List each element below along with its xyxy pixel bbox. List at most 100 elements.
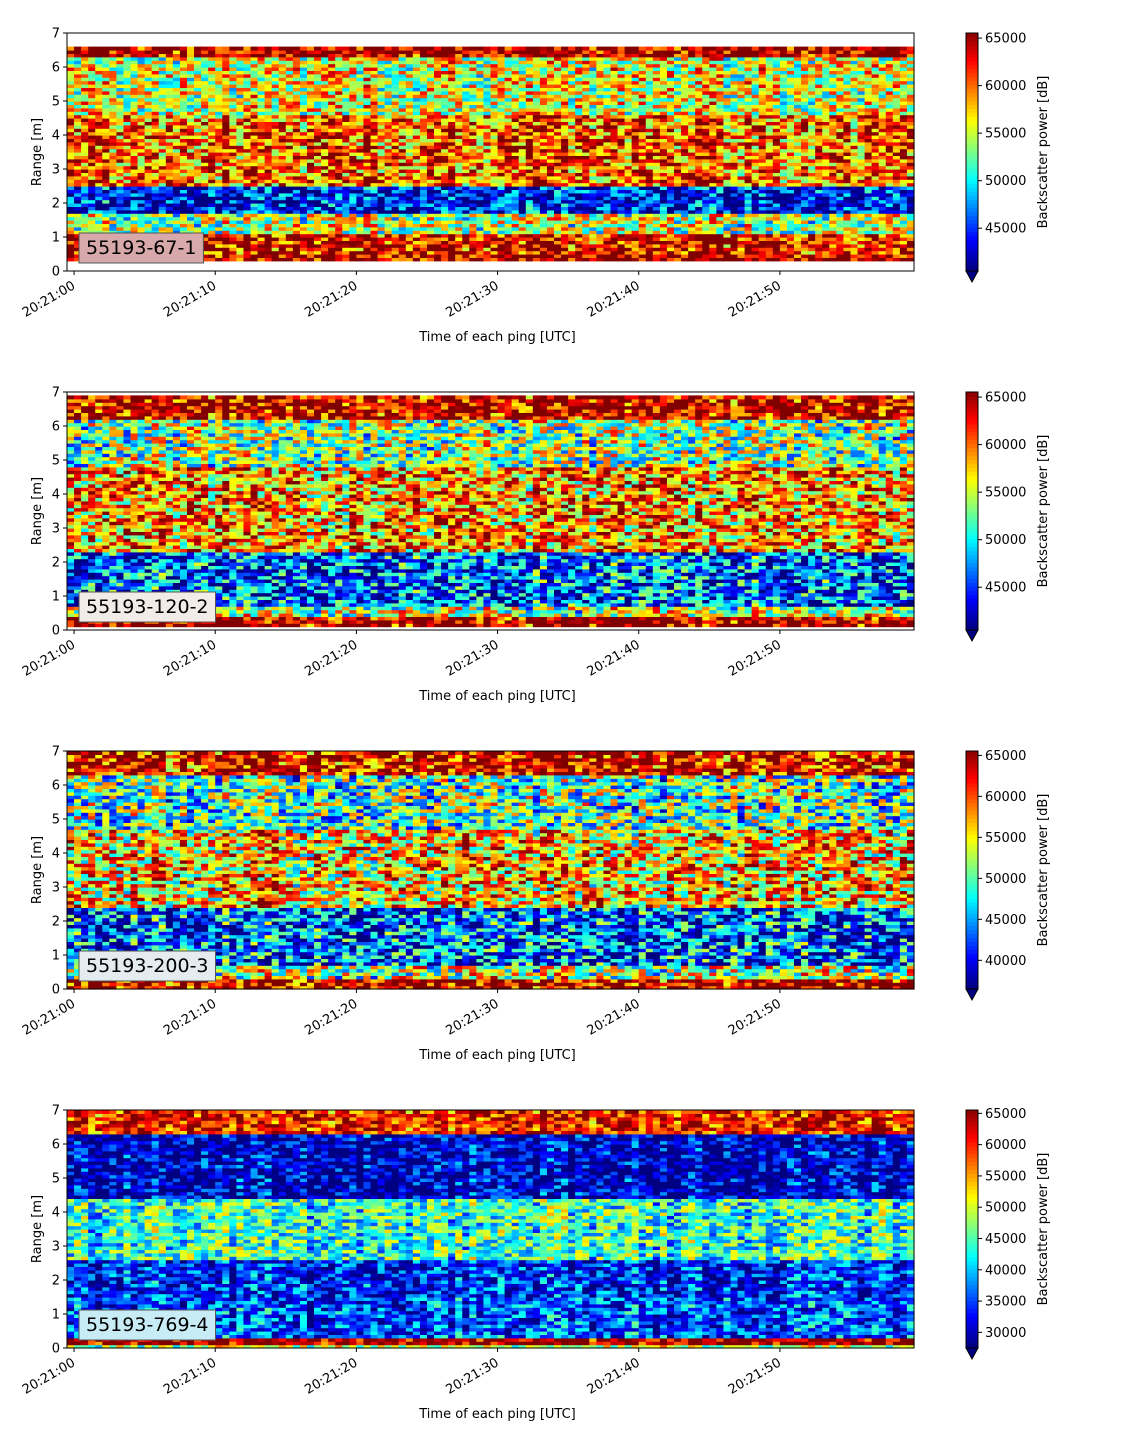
heatmap-cell: [610, 46, 619, 51]
heatmap-cell: [504, 233, 513, 238]
heatmap-cell: [151, 87, 160, 92]
heatmap-cell: [243, 87, 252, 92]
heatmap-cell: [511, 158, 520, 163]
heatmap-cell: [95, 192, 103, 197]
heatmap-cell: [229, 192, 237, 197]
heatmap-cell: [243, 121, 252, 126]
heatmap-cell: [250, 192, 259, 197]
heatmap-cell: [349, 131, 357, 136]
heatmap-cell: [130, 230, 139, 235]
heatmap-cell: [172, 80, 181, 85]
heatmap-cell: [257, 213, 266, 218]
heatmap-cell: [236, 179, 245, 184]
heatmap-cell: [243, 165, 252, 170]
heatmap-cell: [144, 97, 153, 102]
heatmap-cell: [81, 128, 89, 133]
heatmap-cell: [74, 145, 82, 150]
heatmap-cell: [342, 216, 350, 221]
heatmap-cell: [250, 179, 259, 184]
heatmap-cell: [186, 63, 195, 68]
heatmap-cell: [441, 148, 449, 153]
heatmap-cell: [67, 131, 75, 136]
heatmap-cell: [391, 209, 400, 214]
heatmap-cell: [222, 158, 230, 163]
heatmap-cell: [194, 172, 202, 177]
heatmap-cell: [95, 209, 103, 214]
heatmap-cell: [179, 189, 188, 194]
heatmap-cell: [158, 80, 167, 85]
heatmap-cell: [391, 226, 400, 231]
heatmap-cell: [532, 199, 541, 204]
heatmap-cell: [222, 128, 230, 133]
heatmap-cell: [137, 199, 146, 204]
heatmap-cell: [278, 101, 287, 105]
heatmap-cell: [137, 94, 146, 99]
heatmap-cell: [539, 192, 548, 197]
heatmap-cell: [74, 216, 82, 221]
heatmap-cell: [363, 243, 372, 248]
heatmap-cell: [483, 131, 492, 136]
heatmap-cell: [186, 175, 195, 180]
heatmap-cell: [208, 138, 216, 143]
heatmap-cell: [561, 141, 569, 146]
heatmap-cell: [250, 169, 259, 173]
heatmap-cell: [441, 250, 449, 255]
heatmap-cell: [172, 152, 181, 156]
heatmap-cell: [172, 128, 181, 133]
heatmap-cell: [349, 216, 357, 221]
heatmap-cell: [116, 145, 125, 150]
heatmap-cell: [243, 50, 252, 54]
heatmap-cell: [165, 104, 174, 109]
heatmap-cell: [384, 226, 393, 231]
heatmap-cell: [483, 46, 492, 51]
heatmap-cell: [243, 186, 252, 190]
heatmap-cell: [215, 70, 223, 75]
heatmap-cell: [236, 155, 245, 160]
heatmap-cell: [158, 189, 167, 194]
heatmap-cell: [271, 237, 280, 241]
heatmap-cell: [321, 131, 329, 136]
heatmap-cell: [158, 145, 167, 150]
heatmap-cell: [356, 46, 365, 51]
heatmap-cell: [151, 179, 160, 184]
heatmap-cell: [554, 216, 562, 221]
heatmap-cell: [511, 199, 520, 204]
heatmap-cell: [144, 206, 153, 211]
heatmap-cell: [497, 141, 506, 146]
heatmap-cell: [349, 175, 357, 180]
heatmap-cell: [215, 111, 223, 116]
heatmap-cell: [278, 216, 287, 221]
heatmap-cell: [539, 148, 548, 153]
heatmap-cell: [215, 87, 223, 92]
heatmap-cell: [144, 145, 153, 150]
heatmap-cell: [208, 124, 216, 129]
heatmap-cell: [130, 141, 139, 146]
heatmap-cell: [123, 216, 132, 221]
heatmap-cell: [299, 148, 308, 153]
heatmap-cell: [116, 104, 125, 109]
heatmap-cell: [67, 118, 75, 122]
heatmap-cell: [412, 158, 421, 163]
heatmap-cell: [222, 233, 230, 238]
heatmap-cell: [271, 67, 280, 71]
heatmap-cell: [222, 94, 230, 99]
heatmap-cell: [116, 67, 125, 71]
heatmap-cell: [278, 124, 287, 129]
heatmap-cell: [264, 220, 273, 224]
heatmap-cell: [589, 209, 597, 214]
heatmap-cell: [504, 131, 513, 136]
heatmap-cell: [236, 254, 245, 258]
heatmap-cell: [215, 179, 223, 184]
heatmap-cell: [208, 84, 216, 88]
heatmap-cell: [208, 158, 216, 163]
heatmap-cell: [434, 141, 442, 146]
heatmap-cell: [419, 141, 428, 146]
heatmap-cell: [349, 46, 357, 51]
heatmap-cell: [215, 101, 223, 105]
heatmap-cell: [88, 60, 96, 65]
heatmap-cell: [208, 152, 216, 156]
heatmap-cell: [278, 172, 287, 177]
heatmap-cell: [151, 128, 160, 133]
heatmap-cell: [405, 182, 414, 187]
heatmap-cell: [123, 196, 132, 201]
